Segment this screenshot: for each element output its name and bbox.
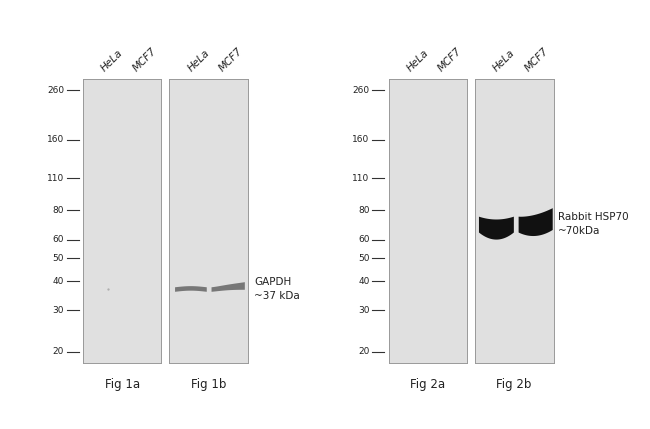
Text: 160: 160 xyxy=(352,136,369,145)
Text: 260: 260 xyxy=(352,86,369,95)
Text: Fig 2b: Fig 2b xyxy=(497,378,532,391)
Text: 20: 20 xyxy=(53,347,64,356)
Text: 80: 80 xyxy=(358,206,369,215)
Text: 50: 50 xyxy=(358,254,369,263)
Text: 40: 40 xyxy=(358,277,369,286)
Text: HeLa: HeLa xyxy=(186,48,211,74)
Text: 30: 30 xyxy=(358,306,369,315)
Text: 40: 40 xyxy=(53,277,64,286)
Text: 160: 160 xyxy=(47,136,64,145)
Text: 110: 110 xyxy=(47,174,64,182)
Text: Rabbit HSP70
~70kDa: Rabbit HSP70 ~70kDa xyxy=(558,212,629,236)
Text: HeLa: HeLa xyxy=(405,48,431,74)
Text: 30: 30 xyxy=(53,306,64,315)
Text: Fig 1a: Fig 1a xyxy=(105,378,140,391)
Text: HeLa: HeLa xyxy=(491,48,517,74)
Text: Fig 2a: Fig 2a xyxy=(410,378,445,391)
Text: MCF7: MCF7 xyxy=(218,46,245,74)
Text: HeLa: HeLa xyxy=(99,48,125,74)
Text: MCF7: MCF7 xyxy=(131,46,158,74)
Text: GAPDH
~37 kDa: GAPDH ~37 kDa xyxy=(254,278,300,301)
Text: 80: 80 xyxy=(53,206,64,215)
Text: 110: 110 xyxy=(352,174,369,182)
Text: 260: 260 xyxy=(47,86,64,95)
Text: Fig 1b: Fig 1b xyxy=(191,378,226,391)
Text: MCF7: MCF7 xyxy=(523,46,551,74)
Text: 60: 60 xyxy=(358,235,369,244)
Text: 50: 50 xyxy=(53,254,64,263)
Text: 60: 60 xyxy=(53,235,64,244)
Text: 20: 20 xyxy=(358,347,369,356)
Text: MCF7: MCF7 xyxy=(436,46,463,74)
